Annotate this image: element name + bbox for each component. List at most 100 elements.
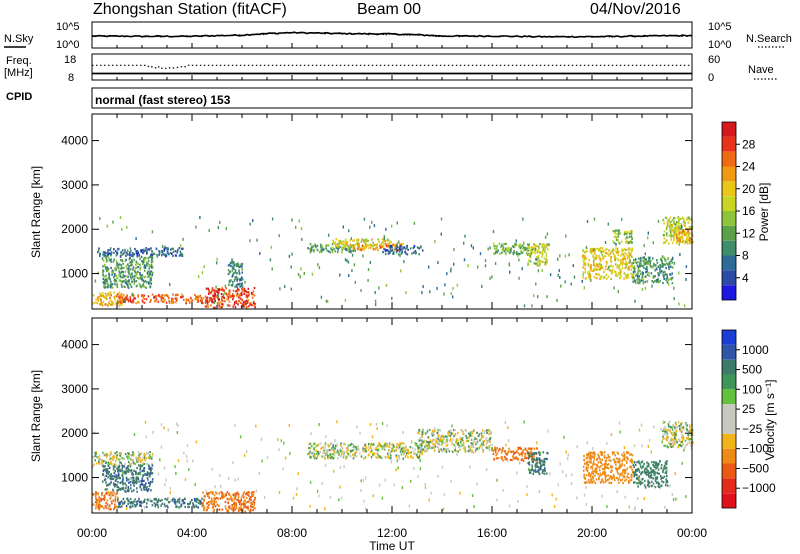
scatter-cell [446,448,448,451]
scatter-cell [687,221,690,224]
scatter-cell [462,440,464,443]
scatter-cell [159,295,162,298]
scatter-cell [647,231,649,235]
scatter-cell [471,443,474,446]
scatter-cell [587,479,590,482]
scatter-cell [213,510,215,513]
scatter-cell [388,449,390,452]
scatter-cell [374,299,377,303]
scatter-cell [142,263,144,266]
scatter-cell [355,455,358,458]
scatter-cell [106,492,108,495]
scatter-cell [138,480,140,483]
scatter-cell [583,458,585,461]
scatter-cell [394,248,396,251]
scatter-cell [117,481,119,484]
scatter-cell [129,481,132,484]
scatter-cell [570,282,572,286]
scatter-cell [665,479,668,482]
scatter-cell [615,467,617,470]
scatter-cell [101,257,104,260]
y-tick-label: 3000 [61,178,88,192]
scatter-cell [160,297,163,300]
scatter-cell [582,266,585,269]
scatter-cell [94,455,97,458]
scatter-cell [310,446,312,449]
scatter-cell [685,234,688,237]
scatter-cell [617,458,619,461]
scatter-cell [199,294,202,297]
scatter-cell [585,474,588,477]
scatter-cell [594,267,597,270]
scatter-cell [345,447,348,450]
scatter-cell [634,260,637,263]
scatter-cell [97,298,99,301]
scatter-cell [332,449,335,452]
scatter-cell [539,242,541,246]
scatter-cell [346,249,348,252]
scatter-cell [116,454,118,457]
scatter-cell [239,502,241,505]
scatter-cell [541,253,544,256]
scatter-cell [206,298,209,301]
scatter-cell [595,478,598,481]
scatter-cell [632,471,635,474]
scatter-cell [376,446,378,449]
scatter-cell [382,247,385,250]
scatter-cell [108,463,110,466]
scatter-cell [469,446,471,449]
scatter-cell [610,259,612,262]
scatter-cell [245,295,247,298]
scatter-cell [212,301,214,304]
scatter-cell [657,277,659,280]
scatter-cell [215,290,218,293]
scatter-cell [642,272,644,275]
scatter-cell [475,449,477,452]
scatter-cell [400,269,402,273]
scatter-cell [409,247,412,250]
scatter-cell [113,278,116,281]
scatter-cell [123,472,126,475]
scatter-cell [501,448,503,451]
scatter-cell [238,266,241,269]
scatter-cell [237,493,240,496]
scatter-cell [131,272,133,276]
scatter-cell [590,268,592,271]
scatter-cell [241,268,244,271]
scatter-cell [355,448,358,451]
cpid-label: CPID [6,91,32,103]
scatter-cell [122,271,125,274]
scatter-cell [231,258,233,262]
scatter-cell [389,250,392,253]
scatter-cell [174,254,177,257]
scatter-cell [557,257,559,261]
scatter-cell [176,500,179,503]
scatter-cell [242,503,245,506]
scatter-cell [496,452,499,455]
scatter-cell [597,453,599,456]
scatter-cell [109,280,112,283]
scatter-cell [630,240,632,243]
scatter-cell [664,258,666,261]
scatter-cell [604,471,607,474]
scatter-cell [433,439,435,442]
scatter-cell [166,247,168,250]
scatter-cell [151,478,154,481]
scatter-cell [441,441,444,444]
scatter-cell [146,248,149,251]
scatter-cell [104,488,107,491]
scatter-cell [342,240,345,243]
scatter-cell [119,505,121,508]
scatter-cell [441,434,444,437]
scatter-cell [603,255,606,258]
scatter-cell [191,499,193,502]
scatter-cell [156,501,159,504]
scatter-cell [662,218,664,221]
scatter-cell [633,460,636,464]
power-y-title: Slant Range [km] [29,166,43,258]
scatter-cell [621,252,623,256]
scatter-cell [438,447,440,450]
scatter-cell [682,443,684,446]
scatter-cell [346,241,349,244]
scatter-cell [128,457,131,460]
